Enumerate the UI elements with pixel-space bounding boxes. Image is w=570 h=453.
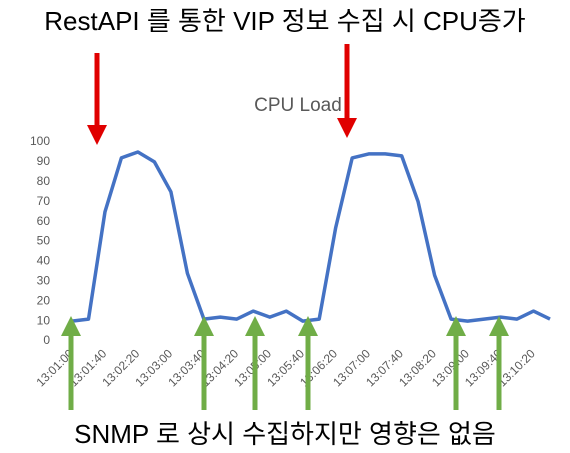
y-tick-label: 60 (37, 214, 51, 228)
y-tick-label: 30 (37, 273, 51, 287)
top-annotation: RestAPI 를 통한 VIP 정보 수집 시 CPU증가 (44, 6, 526, 36)
cpu-line (71, 150, 551, 323)
green-arrows (61, 316, 509, 410)
chart-title: CPU Load (254, 95, 342, 116)
y-tick-label: 100 (30, 134, 50, 148)
y-tick-label: 90 (37, 154, 51, 168)
y-tick-label: 0 (43, 333, 50, 347)
bottom-annotation: SNMP 로 상시 수집하지만 영향은 없음 (74, 419, 496, 449)
y-tick-label: 80 (37, 174, 51, 188)
y-tick-label: 20 (37, 293, 51, 307)
y-tick-label: 50 (37, 234, 51, 248)
y-tick-label: 70 (37, 194, 51, 208)
y-tick-label: 40 (37, 254, 51, 268)
red-arrows (87, 44, 357, 145)
y-tick-label: 10 (37, 313, 51, 327)
